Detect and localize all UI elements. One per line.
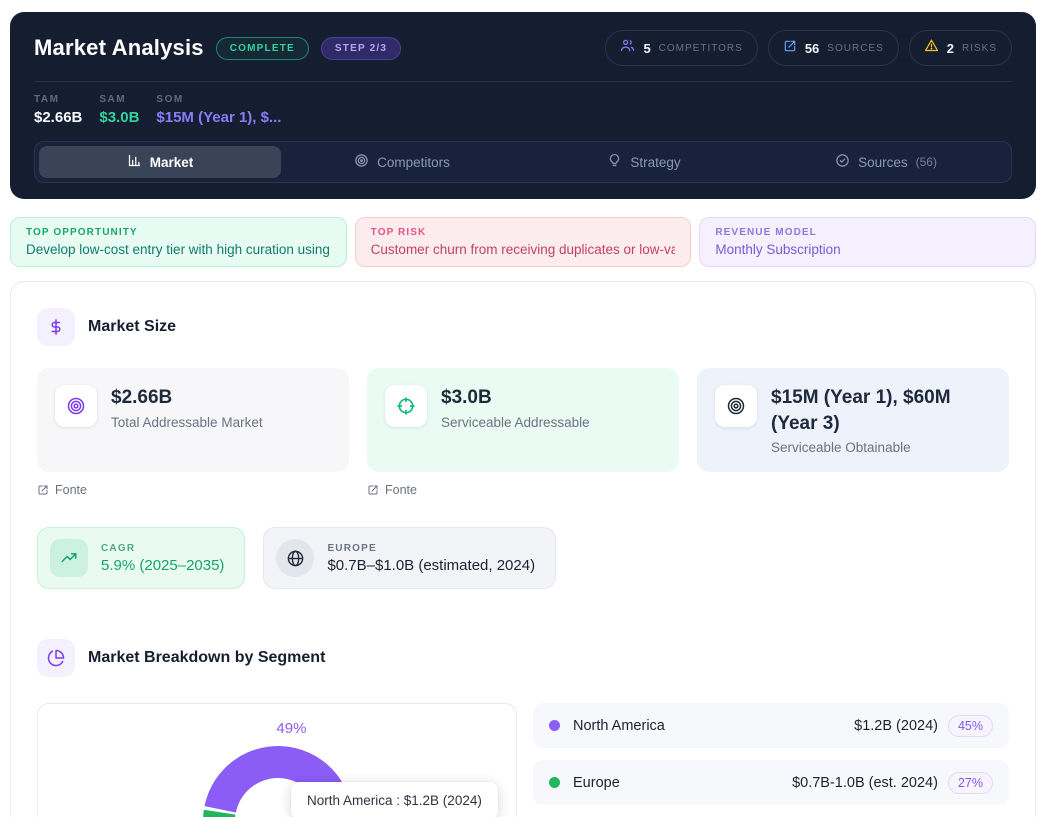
- top-opportunity-card: TOP OPPORTUNITY Develop low-cost entry t…: [10, 217, 347, 267]
- sam-card: $3.0B Serviceable Addressable: [367, 368, 679, 473]
- risks-label: RISKS: [961, 42, 997, 54]
- bar-chart-icon: [127, 153, 142, 171]
- market-size-header: Market Size: [37, 308, 1009, 346]
- trending-up-icon: [50, 539, 88, 578]
- legend-dot: [549, 720, 560, 732]
- market-panel: Market Size $2.66B Total Addressable Mar…: [10, 281, 1036, 817]
- sources-stat-pill: 56 SOURCES: [767, 30, 899, 66]
- source-links-row: Fonte Fonte: [37, 483, 1009, 501]
- breakdown-section: Market Breakdown by Segment 49%22%29% No…: [37, 639, 1009, 817]
- tab-bar: Market Competitors Strategy Sources (56): [34, 141, 1012, 183]
- tab-competitors[interactable]: Competitors: [281, 146, 523, 178]
- europe-pill: EUROPE $0.7B–$1.0B (estimated, 2024): [263, 527, 557, 590]
- donut-slice-europe[interactable]: [203, 810, 282, 817]
- legend-dot: [549, 777, 560, 789]
- slice-percent-label: 49%: [276, 720, 306, 737]
- kpi-row: CAGR 5.9% (2025–2035) EUROPE $0.7B–$1.0B…: [37, 527, 1009, 590]
- target-rings-icon: [55, 385, 97, 427]
- header-divider: [34, 81, 1012, 82]
- segment-legend: North America $1.2B (2024) 45% Europe $0…: [533, 703, 1009, 817]
- tab-sources[interactable]: Sources (56): [765, 146, 1007, 178]
- tam-source-link[interactable]: Fonte: [37, 483, 87, 497]
- sources-count: 56: [804, 40, 820, 56]
- crosshair-icon: [385, 385, 427, 427]
- tab-market[interactable]: Market: [39, 146, 281, 178]
- sam-source-link[interactable]: Fonte: [367, 483, 417, 497]
- target-rings-dark-icon: [715, 385, 757, 427]
- header-stats: 5 COMPETITORS 56 SOURCES 2 RISKS: [605, 30, 1012, 66]
- som-metric: SOM $15M (Year 1), $...: [156, 94, 282, 126]
- tam-metric: TAM $2.66B: [34, 94, 83, 126]
- status-badge: COMPLETE: [215, 36, 309, 60]
- risks-stat-pill: 2 RISKS: [908, 30, 1012, 66]
- sources-label: SOURCES: [827, 42, 884, 54]
- market-size-cards: $2.66B Total Addressable Market $3.0B Se…: [37, 368, 1009, 473]
- pie-chart-icon: [37, 639, 75, 678]
- header-metrics: TAM $2.66B SAM $3.0B SOM $15M (Year 1), …: [34, 94, 1012, 126]
- competitors-count: 5: [643, 40, 651, 56]
- risks-count: 2: [946, 40, 954, 56]
- cagr-pill: CAGR 5.9% (2025–2035): [37, 527, 246, 590]
- header: Market Analysis COMPLETE STEP 2/3 5 COMP…: [10, 12, 1036, 199]
- check-circle-icon: [835, 153, 850, 171]
- sources-tab-count: (56): [915, 155, 937, 169]
- target-icon: [354, 153, 369, 171]
- warning-icon: [924, 38, 939, 58]
- external-link-icon: [38, 485, 48, 495]
- external-link-icon: [368, 485, 378, 495]
- som-card: $15M (Year 1), $60M (Year 3) Serviceable…: [697, 368, 1009, 473]
- external-link-icon: [783, 39, 797, 58]
- step-badge: STEP 2/3: [320, 36, 402, 60]
- users-icon: [620, 38, 635, 58]
- revenue-model-card: REVENUE MODEL Monthly Subscription: [699, 217, 1037, 267]
- chart-tooltip: North America : $1.2B (2024): [291, 782, 498, 817]
- competitors-label: COMPETITORS: [658, 42, 743, 54]
- legend-row-north-america[interactable]: North America $1.2B (2024) 45%: [533, 703, 1009, 749]
- dollar-icon: [37, 308, 75, 346]
- tab-strategy[interactable]: Strategy: [523, 146, 765, 178]
- share-badge: 27%: [947, 771, 993, 794]
- legend-row-europe[interactable]: Europe $0.7B-1.0B (est. 2024) 27%: [533, 760, 1009, 806]
- page-title: Market Analysis: [34, 35, 204, 60]
- sam-metric: SAM $3.0B: [99, 94, 140, 126]
- alert-strip: TOP OPPORTUNITY Develop low-cost entry t…: [10, 217, 1037, 267]
- globe-icon: [276, 539, 315, 578]
- share-badge: 45%: [947, 714, 993, 737]
- competitors-stat-pill: 5 COMPETITORS: [605, 30, 758, 66]
- market-size-title: Market Size: [88, 318, 177, 335]
- tam-card: $2.66B Total Addressable Market: [37, 368, 349, 473]
- breakdown-title: Market Breakdown by Segment: [88, 649, 326, 667]
- top-risk-card: TOP RISK Customer churn from receiving d…: [354, 217, 692, 267]
- lightbulb-icon: [607, 153, 622, 171]
- donut-chart-card: 49%22%29% North America : $1.2B (2024): [37, 703, 517, 817]
